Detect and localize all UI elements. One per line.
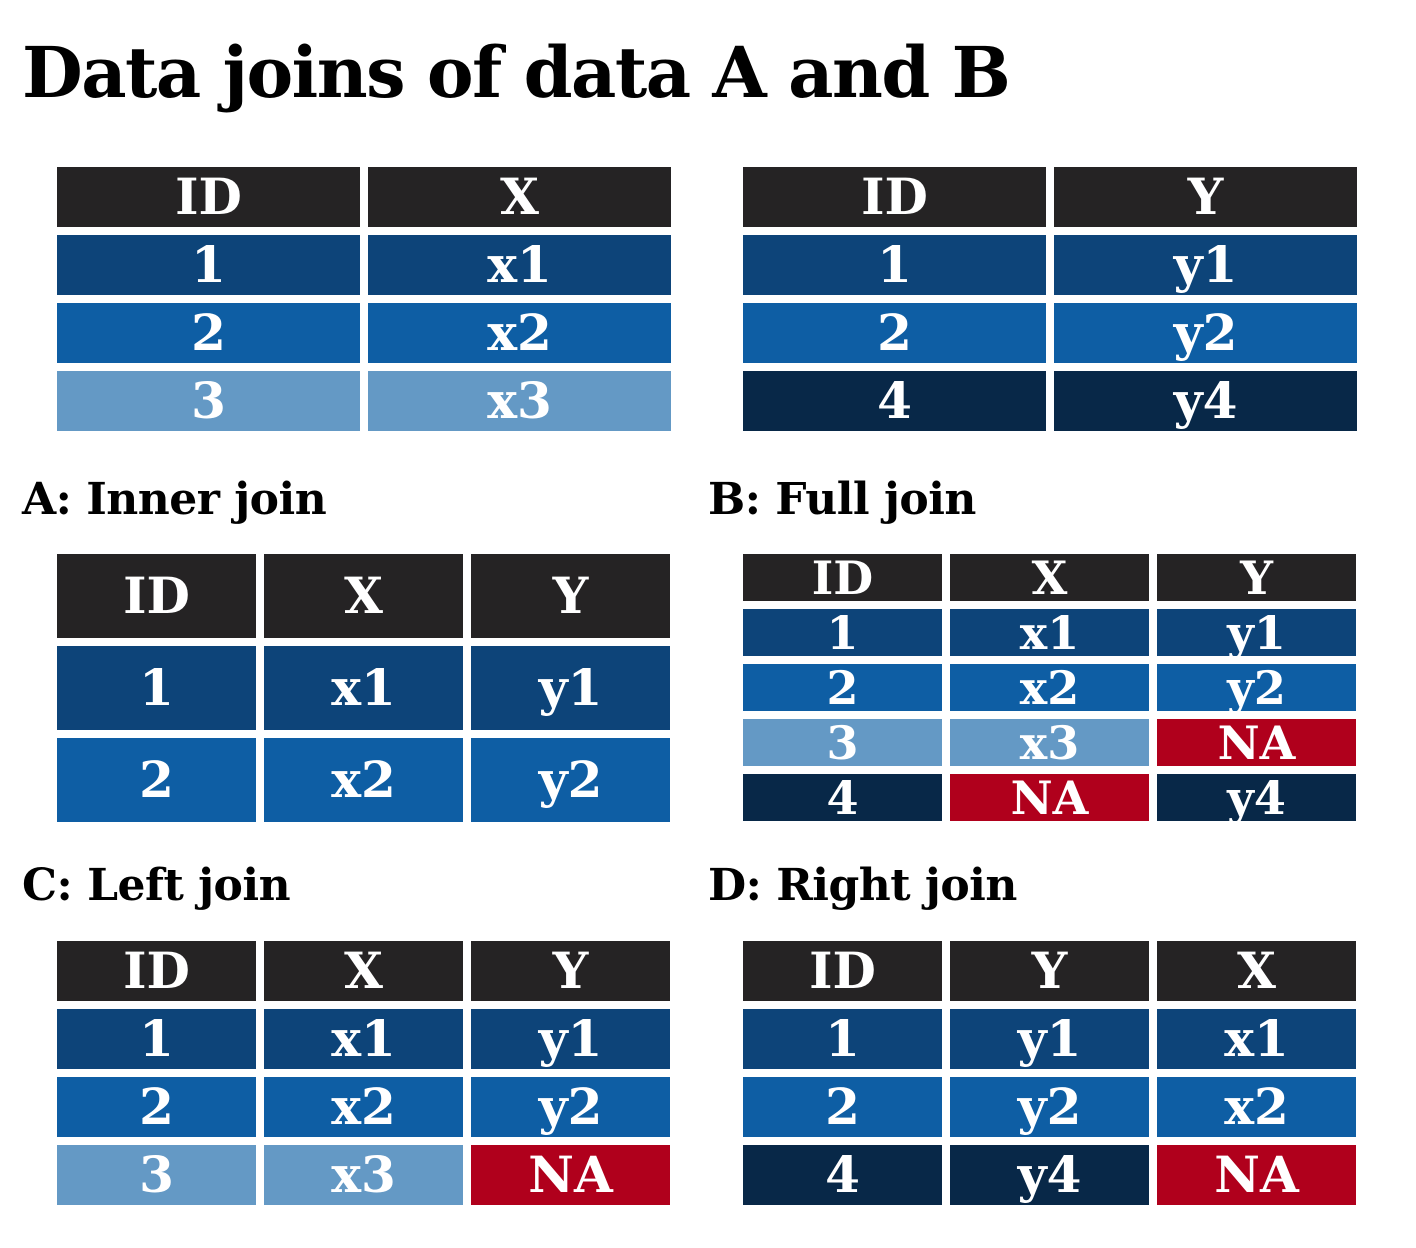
- column-header-x: X: [368, 167, 671, 227]
- table-cell: 4: [743, 774, 942, 821]
- column-header-id: ID: [743, 167, 1046, 227]
- table-cell: y1: [1157, 609, 1356, 656]
- table-cell: x2: [368, 303, 671, 363]
- table-cell: x2: [1157, 1077, 1356, 1137]
- na-cell: NA: [471, 1145, 670, 1205]
- column-header-x: X: [1157, 941, 1356, 1001]
- table-cell: y2: [471, 738, 670, 822]
- column-header-y: Y: [471, 554, 670, 638]
- table-cell: 1: [57, 235, 360, 295]
- column-header-y: Y: [1157, 554, 1356, 601]
- table-cell: 2: [743, 1077, 942, 1137]
- table-cell: x1: [1157, 1009, 1356, 1069]
- page-title: Data joins of data A and B: [22, 31, 1011, 114]
- table-cell: 3: [57, 1145, 256, 1205]
- table-cell: y2: [950, 1077, 1149, 1137]
- inner-join-heading: A: Inner join: [22, 474, 327, 525]
- table-cell: 4: [743, 1145, 942, 1205]
- column-header-id: ID: [743, 554, 942, 601]
- table-cell: 2: [743, 303, 1046, 363]
- table-cell: 1: [743, 1009, 942, 1069]
- table-cell: x3: [950, 719, 1149, 766]
- table-cell: x2: [264, 1077, 463, 1137]
- table-cell: 1: [57, 646, 256, 730]
- table-cell: 1: [743, 235, 1046, 295]
- right-join-heading: D: Right join: [708, 860, 1017, 911]
- table-cell: y2: [471, 1077, 670, 1137]
- table-cell: x1: [368, 235, 671, 295]
- full-join-table: ID X Y 1 x1 y1 2 x2 y2 3 x3 NA 4 NA y4: [743, 554, 1356, 821]
- table-cell: 2: [57, 738, 256, 822]
- table-cell: y4: [950, 1145, 1149, 1205]
- column-header-x: X: [950, 554, 1149, 601]
- table-cell: 2: [743, 664, 942, 711]
- left-join-table: ID X Y 1 x1 y1 2 x2 y2 3 x3 NA: [57, 941, 670, 1205]
- table-cell: x1: [264, 1009, 463, 1069]
- table-cell: x1: [950, 609, 1149, 656]
- table-cell: 3: [57, 371, 360, 431]
- table-cell: 3: [743, 719, 942, 766]
- column-header-y: Y: [950, 941, 1149, 1001]
- table-cell: 1: [743, 609, 942, 656]
- data-a-table: ID X 1 x1 2 x2 3 x3: [57, 167, 671, 431]
- column-header-id: ID: [57, 554, 256, 638]
- table-cell: x3: [264, 1145, 463, 1205]
- na-cell: NA: [950, 774, 1149, 821]
- table-cell: y2: [1054, 303, 1357, 363]
- table-cell: y2: [1157, 664, 1356, 711]
- table-cell: y1: [471, 1009, 670, 1069]
- table-cell: y4: [1054, 371, 1357, 431]
- table-cell: y1: [950, 1009, 1149, 1069]
- column-header-id: ID: [743, 941, 942, 1001]
- table-cell: y4: [1157, 774, 1356, 821]
- left-join-heading: C: Left join: [22, 860, 291, 911]
- table-cell: y1: [1054, 235, 1357, 295]
- column-header-id: ID: [57, 167, 360, 227]
- data-b-table: ID Y 1 y1 2 y2 4 y4: [743, 167, 1357, 431]
- column-header-y: Y: [1054, 167, 1357, 227]
- column-header-x: X: [264, 554, 463, 638]
- table-cell: 2: [57, 303, 360, 363]
- na-cell: NA: [1157, 1145, 1356, 1205]
- inner-join-table: ID X Y 1 x1 y1 2 x2 y2: [57, 554, 670, 822]
- column-header-x: X: [264, 941, 463, 1001]
- column-header-id: ID: [57, 941, 256, 1001]
- table-cell: 1: [57, 1009, 256, 1069]
- table-cell: x3: [368, 371, 671, 431]
- full-join-heading: B: Full join: [708, 474, 976, 525]
- table-cell: 2: [57, 1077, 256, 1137]
- table-cell: 4: [743, 371, 1046, 431]
- column-header-y: Y: [471, 941, 670, 1001]
- table-cell: x2: [950, 664, 1149, 711]
- table-cell: y1: [471, 646, 670, 730]
- na-cell: NA: [1157, 719, 1356, 766]
- right-join-table: ID Y X 1 y1 x1 2 y2 x2 4 y4 NA: [743, 941, 1356, 1205]
- table-cell: x1: [264, 646, 463, 730]
- table-cell: x2: [264, 738, 463, 822]
